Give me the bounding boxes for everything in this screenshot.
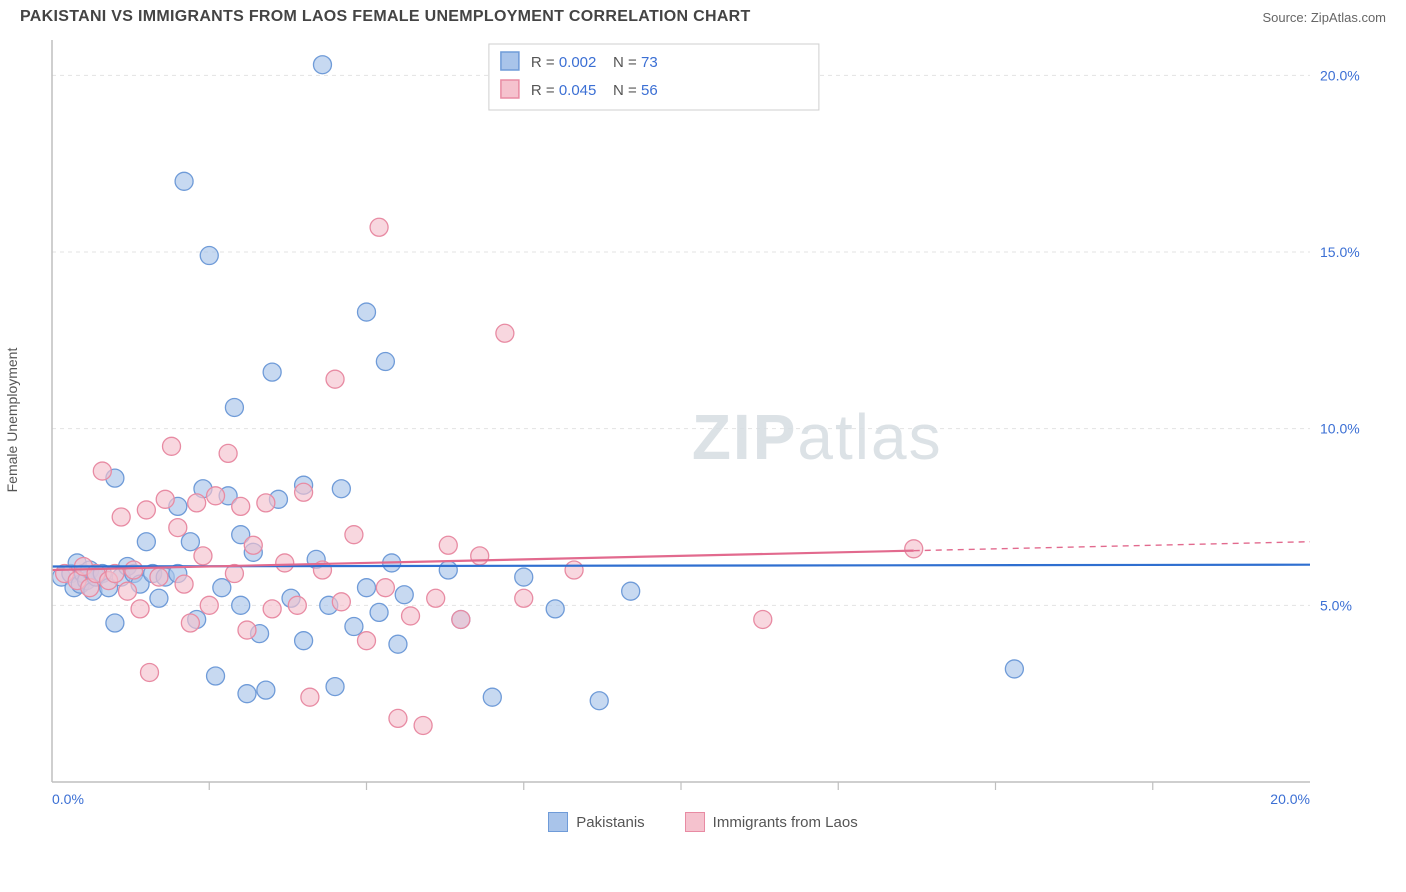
chart-area: Female Unemployment ZIPatlas0.0%20.0%5.0… bbox=[40, 30, 1396, 810]
svg-text:5.0%: 5.0% bbox=[1320, 597, 1352, 613]
legend-swatch bbox=[548, 812, 568, 832]
legend-label: Pakistanis bbox=[576, 814, 644, 831]
chart-title: PAKISTANI VS IMMIGRANTS FROM LAOS FEMALE… bbox=[20, 8, 751, 26]
chart-header: PAKISTANI VS IMMIGRANTS FROM LAOS FEMALE… bbox=[0, 0, 1406, 30]
legend-swatch bbox=[685, 812, 705, 832]
scatter-chart: ZIPatlas 0.0% 20.0% 5.0% 10.0% 15.0% 20.0% R = … bbox=[40, 30, 1380, 810]
svg-text:0.0%: 0.0% bbox=[52, 791, 84, 807]
svg-text:ZIPatlas: ZIPatlas bbox=[692, 401, 943, 473]
svg-text:20.0%: 20.0% bbox=[1270, 791, 1310, 807]
legend-label: Immigrants from Laos bbox=[713, 814, 858, 831]
svg-text:10.0%: 10.0% bbox=[1320, 421, 1360, 437]
svg-text:R = 0.045 N = 56: R = 0.045 N = 56 bbox=[531, 82, 658, 99]
chart-source: Source: ZipAtlas.com bbox=[1262, 10, 1386, 25]
legend-bottom: Pakistanis Immigrants from Laos bbox=[0, 812, 1406, 832]
y-axis-label: Female Unemployment bbox=[4, 348, 20, 493]
legend-item: Immigrants from Laos bbox=[685, 812, 858, 832]
svg-text:R = 0.002 N = 73: R = 0.002 N = 73 bbox=[531, 54, 658, 71]
svg-text:20.0%: 20.0% bbox=[1320, 67, 1360, 83]
svg-text:15.0%: 15.0% bbox=[1320, 244, 1360, 260]
legend-item: Pakistanis bbox=[548, 812, 644, 832]
